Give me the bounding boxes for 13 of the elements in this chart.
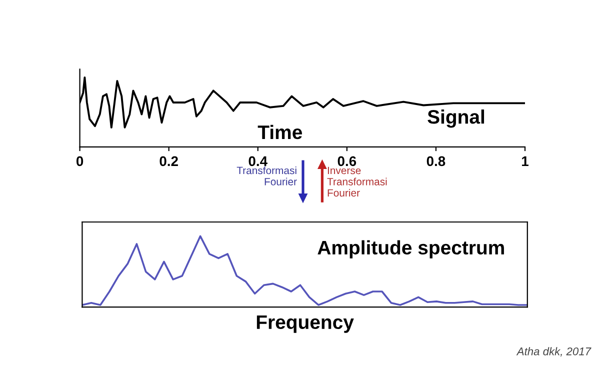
text: Atha dkk, 2017: [516, 347, 592, 357]
annotation: Signal: [428, 109, 484, 128]
x-axis-title: Time: [258, 124, 302, 140]
annotation: Amplitude spectrum: [318, 240, 504, 258]
x-axis-title: Frequency: [256, 315, 354, 333]
text: Inverse Transformasi Fourier: [327, 166, 387, 197]
x-tick-label: 0.4: [248, 156, 268, 166]
text: Transformasi Fourier: [236, 166, 297, 186]
x-tick-label: 0: [76, 156, 84, 166]
x-tick-label: 1: [522, 156, 528, 166]
x-tick-label: 0.2: [160, 156, 178, 166]
x-tick-label: 0.6: [338, 156, 356, 166]
x-tick-label: 0.8: [426, 156, 446, 166]
